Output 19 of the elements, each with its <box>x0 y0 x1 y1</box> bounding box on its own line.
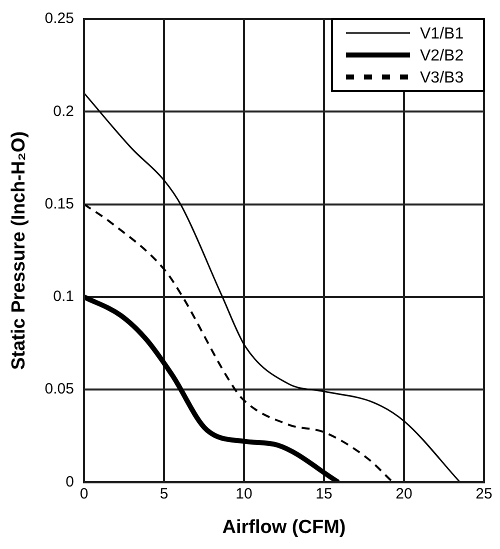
y-tick-label: 0 <box>66 473 74 490</box>
line-series <box>84 92 461 482</box>
y-tick-label: 0.15 <box>44 195 74 212</box>
x-tick-label: 25 <box>476 485 492 502</box>
y-tick-label: 0.25 <box>44 10 74 28</box>
legend-label: V1/B1 <box>420 25 464 42</box>
x-axis-title: Airflow (CFM) <box>222 516 346 538</box>
x-tick-label: 0 <box>80 485 88 502</box>
legend-label: V2/B2 <box>420 47 464 64</box>
y-axis-title: Static Pressure (Inch-H₂O) <box>8 131 30 370</box>
line-series <box>84 203 394 482</box>
x-tick-label: 20 <box>396 485 412 502</box>
y-tick-label: 0.2 <box>53 102 74 120</box>
x-tick-label: 5 <box>160 485 168 502</box>
y-tick-label: 0.05 <box>44 380 74 398</box>
x-tick-label: 15 <box>316 485 332 502</box>
x-tick-label: 10 <box>236 485 252 502</box>
y-tick-label: 0.1 <box>53 288 74 306</box>
legend-label: V3/B3 <box>420 69 464 86</box>
